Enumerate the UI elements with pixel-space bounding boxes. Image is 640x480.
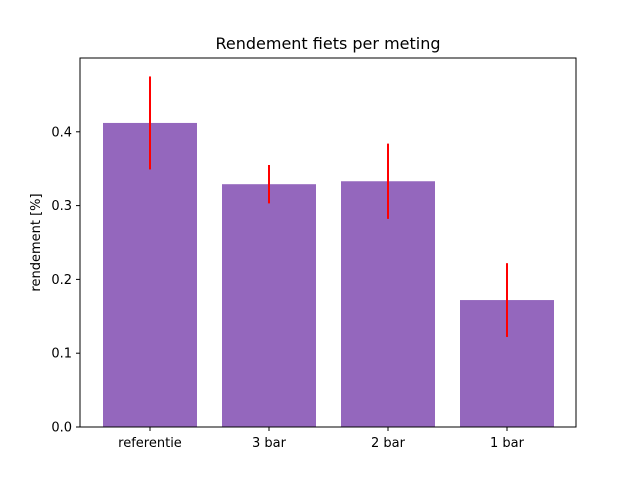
y-tick-label-3: 0.3 (51, 199, 72, 214)
bar-0 (103, 122, 197, 427)
x-tick-label-2: 2 bar (371, 436, 406, 451)
plot-frame (79, 57, 577, 428)
y-axis-label: rendement [%] (29, 193, 44, 291)
chart-title: Rendement fiets per meting (215, 34, 440, 53)
error-bars-layer (149, 76, 508, 337)
y-tick-label-2: 0.2 (51, 273, 72, 288)
y-axis: 0.0 0.1 0.2 0.3 0.4 (51, 125, 80, 436)
y-tick-label-0: 0.0 (51, 421, 72, 436)
y-tick-label-4: 0.4 (51, 125, 72, 140)
bars-layer (103, 122, 554, 427)
x-tick-label-1: 3 bar (252, 436, 287, 451)
bar-2 (341, 181, 435, 427)
x-axis: referentie 3 bar 2 bar 1 bar (118, 427, 525, 451)
x-tick-label-3: 1 bar (490, 436, 525, 451)
bar-1 (222, 184, 316, 427)
y-tick-label-1: 0.1 (51, 347, 72, 362)
x-tick-label-0: referentie (118, 436, 182, 451)
